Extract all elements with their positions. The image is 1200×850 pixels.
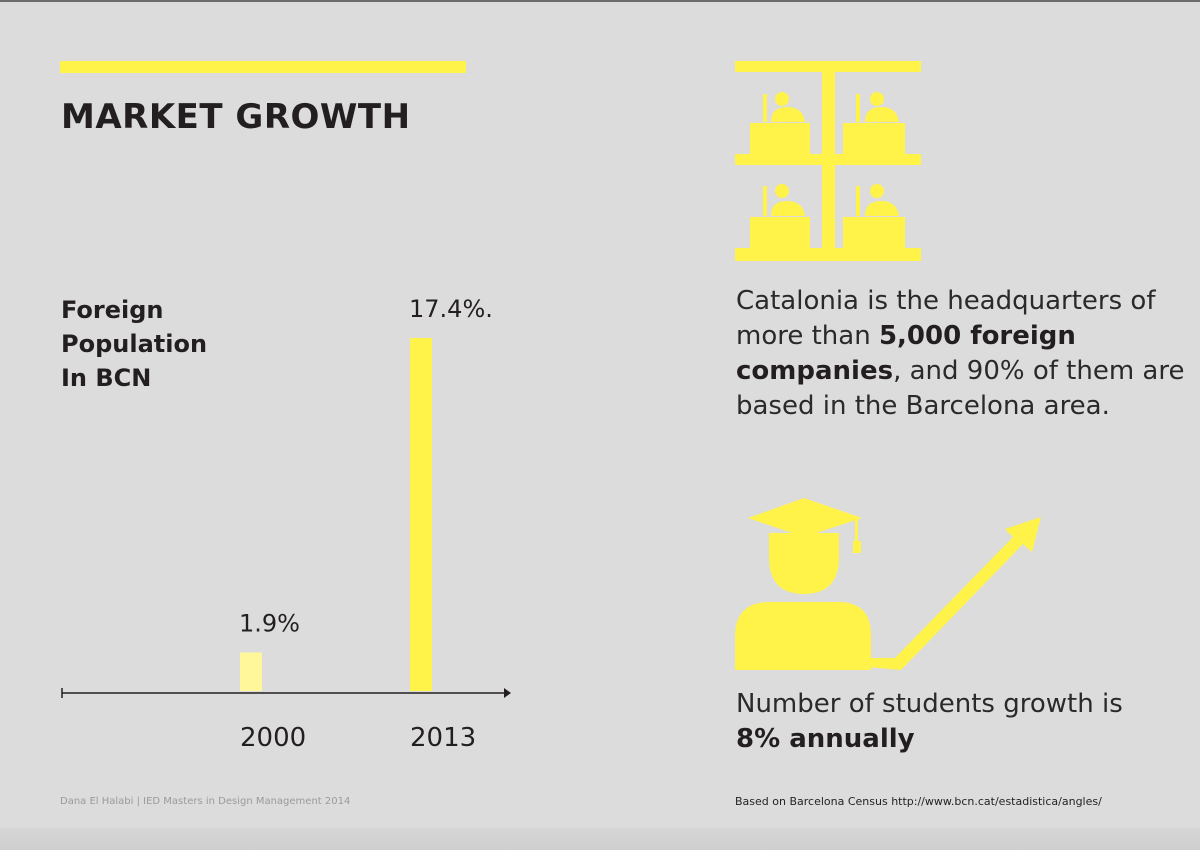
fact-text-part2: , and 90% of them are based in the Barce…: [736, 356, 1185, 421]
category-label-2000: 2000: [240, 723, 306, 753]
chart-title: Foreign Population In BCN: [61, 293, 207, 395]
student-text-bold: 8% annually: [736, 724, 915, 754]
office-workers-icon: [735, 61, 921, 261]
fact-text-part1: Catalonia is the headquarters of more th…: [736, 286, 1156, 351]
source-note: Based on Barcelona Census http://www.bcn…: [735, 795, 1102, 808]
graduate-growth-arrow-icon: [735, 498, 1041, 670]
headquarters-fact: Catalonia is the headquarters of more th…: [736, 284, 1196, 424]
chart-title-line: Population: [61, 330, 208, 358]
title-accent-bar: [60, 61, 466, 73]
category-label-2013: 2013: [410, 723, 476, 753]
value-label-2013: 17.4%.: [409, 295, 493, 323]
value-label-2000: 1.9%: [239, 609, 300, 637]
bar-2013: [410, 338, 432, 691]
student-text-part1: Number of students growth is: [736, 689, 1123, 719]
student-growth-fact: Number of students growth is 8% annually: [736, 687, 1156, 757]
x-axis-arrowhead: [504, 688, 511, 698]
chart-title-line: Foreign: [61, 296, 164, 324]
fact-text-bold: 5,000 foreign companies: [736, 321, 1076, 386]
top-rule: [0, 0, 1200, 2]
author-credit: Dana El Halabi | IED Masters in Design M…: [60, 796, 351, 807]
bar-2000: [240, 652, 262, 691]
page-title: MARKET GROWTH: [61, 97, 411, 137]
chart-title-line: In BCN: [61, 364, 152, 392]
bottom-band: [0, 828, 1200, 850]
